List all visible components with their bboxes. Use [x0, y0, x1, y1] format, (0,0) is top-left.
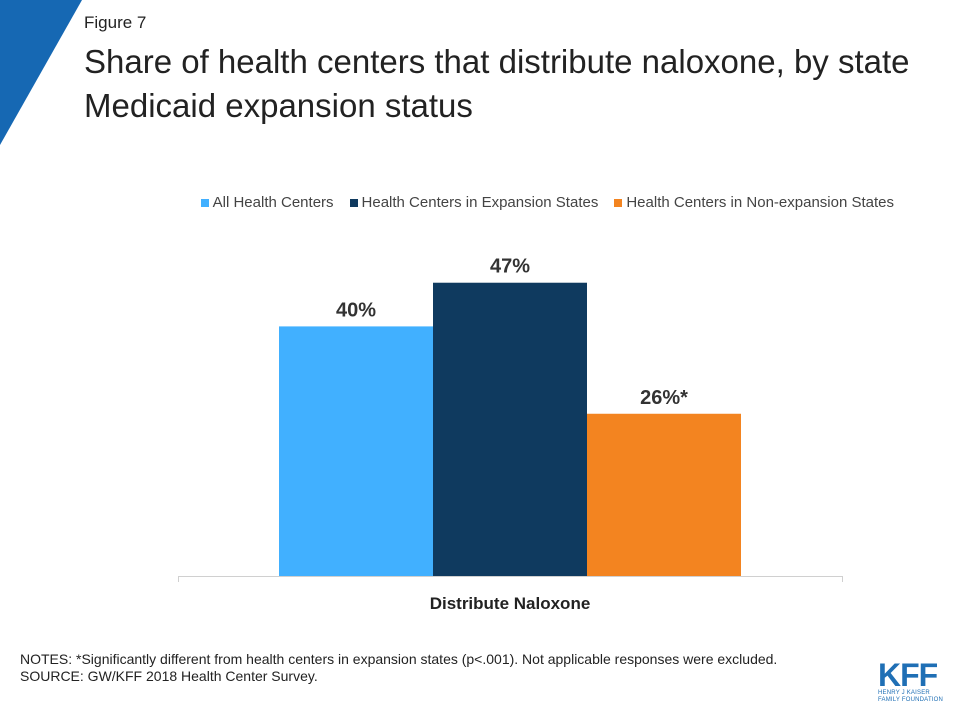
legend-item: All Health Centers — [200, 194, 334, 211]
notes-text: NOTES: *Significantly different from hea… — [20, 651, 778, 667]
x-axis-category-label: Distribute Naloxone — [430, 594, 591, 613]
legend-item: Health Centers in Expansion States — [349, 194, 599, 211]
data-label: 26%* — [640, 387, 688, 409]
kff-logo-letters: KFF — [878, 657, 938, 693]
chart-legend: All Health Centers Health Centers in Expa… — [200, 194, 894, 211]
source-text: SOURCE: GW/KFF 2018 Health Center Survey… — [20, 668, 318, 684]
data-label: 40% — [336, 299, 376, 321]
kff-logo-line1: HENRY J KAISER — [878, 690, 930, 696]
legend-swatch — [349, 198, 358, 207]
notes-block: NOTES: *Significantly different from hea… — [20, 651, 840, 685]
corner-accent-shape — [0, 0, 82, 145]
bar — [433, 282, 587, 576]
legend-swatch — [614, 198, 623, 207]
legend-label: Health Centers in Expansion States — [361, 194, 599, 211]
data-label: 47% — [490, 256, 530, 278]
bar — [587, 413, 741, 576]
bar — [279, 326, 433, 576]
kff-logo-line2: FAMILY FOUNDATION — [878, 697, 944, 703]
legend-label: All Health Centers — [212, 194, 334, 211]
figure-label: Figure 7 — [84, 13, 147, 32]
legend-swatch — [200, 198, 209, 207]
bar-chart: 40% 47% 26%* Distribute Naloxone — [178, 256, 843, 613]
legend-item: Health Centers in Non-expansion States — [614, 194, 894, 211]
kff-logo: KFF HENRY J KAISER FAMILY FOUNDATION — [878, 657, 944, 704]
kff-logo-subtitle: HENRY J KAISER FAMILY FOUNDATION — [878, 690, 944, 704]
legend-label: Health Centers in Non-expansion States — [626, 194, 894, 211]
chart-title: Share of health centers that distribute … — [84, 43, 910, 124]
